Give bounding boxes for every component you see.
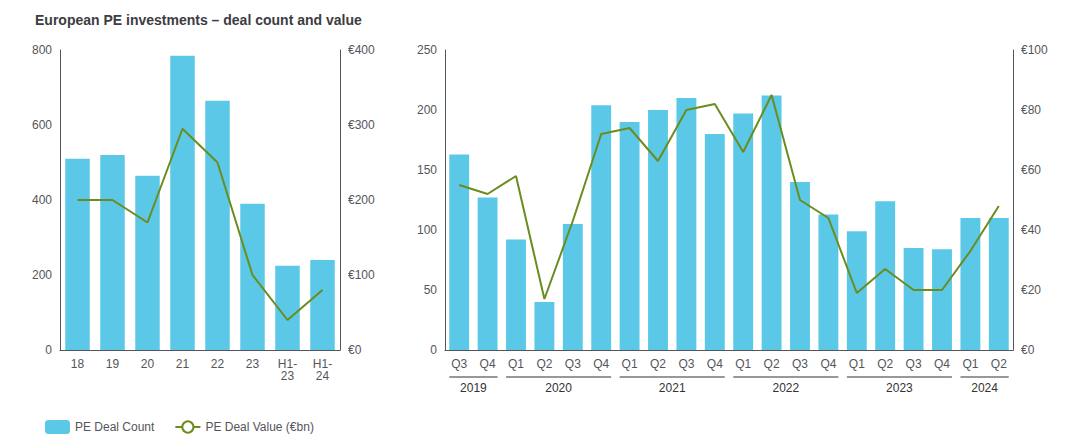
- svg-text:2020: 2020: [545, 381, 572, 395]
- svg-text:21: 21: [176, 357, 190, 371]
- svg-text:€0: €0: [348, 343, 362, 357]
- svg-text:H1-: H1-: [277, 357, 298, 371]
- svg-text:150: 150: [417, 163, 437, 177]
- svg-text:250: 250: [417, 43, 437, 57]
- svg-text:Q4: Q4: [480, 357, 496, 371]
- svg-text:Q4: Q4: [593, 357, 609, 371]
- svg-text:2022: 2022: [772, 381, 799, 395]
- svg-text:€300: €300: [348, 118, 375, 132]
- svg-text:Q3: Q3: [451, 357, 467, 371]
- svg-text:European PE investments – deal: European PE investments – deal count and…: [35, 12, 362, 28]
- svg-text:100: 100: [417, 223, 437, 237]
- svg-text:600: 600: [32, 118, 52, 132]
- svg-text:20: 20: [141, 357, 155, 371]
- svg-text:400: 400: [32, 193, 52, 207]
- svg-text:Q2: Q2: [650, 357, 666, 371]
- svg-text:2024: 2024: [971, 381, 998, 395]
- svg-text:2023: 2023: [886, 381, 913, 395]
- svg-text:2021: 2021: [659, 381, 686, 395]
- svg-text:€20: €20: [1021, 283, 1041, 297]
- svg-text:Q3: Q3: [565, 357, 581, 371]
- svg-text:Q1: Q1: [622, 357, 638, 371]
- svg-text:18: 18: [71, 357, 85, 371]
- svg-text:€80: €80: [1021, 103, 1041, 117]
- svg-text:Q2: Q2: [991, 357, 1007, 371]
- svg-text:50: 50: [424, 283, 438, 297]
- svg-text:200: 200: [417, 103, 437, 117]
- svg-text:Q2: Q2: [536, 357, 552, 371]
- svg-text:2019: 2019: [460, 381, 487, 395]
- svg-text:€100: €100: [1021, 43, 1048, 57]
- svg-text:Q4: Q4: [707, 357, 723, 371]
- svg-text:0: 0: [430, 343, 437, 357]
- svg-text:24: 24: [316, 369, 330, 383]
- svg-text:Q1: Q1: [508, 357, 524, 371]
- svg-text:H1-: H1-: [312, 357, 333, 371]
- svg-text:€60: €60: [1021, 163, 1041, 177]
- svg-text:€200: €200: [348, 193, 375, 207]
- svg-text:Q3: Q3: [906, 357, 922, 371]
- svg-text:22: 22: [211, 357, 225, 371]
- svg-text:€40: €40: [1021, 223, 1041, 237]
- svg-text:0: 0: [45, 343, 52, 357]
- svg-text:€0: €0: [1021, 343, 1035, 357]
- svg-text:PE Deal Value (€bn): PE Deal Value (€bn): [205, 420, 314, 434]
- svg-text:19: 19: [106, 357, 120, 371]
- svg-text:Q2: Q2: [764, 357, 780, 371]
- svg-text:800: 800: [32, 43, 52, 57]
- svg-text:Q2: Q2: [877, 357, 893, 371]
- svg-text:Q4: Q4: [934, 357, 950, 371]
- svg-text:Q4: Q4: [820, 357, 836, 371]
- svg-text:Q3: Q3: [792, 357, 808, 371]
- svg-text:Q1: Q1: [962, 357, 978, 371]
- svg-text:23: 23: [281, 369, 295, 383]
- svg-text:PE Deal Count: PE Deal Count: [75, 420, 155, 434]
- svg-text:€100: €100: [348, 268, 375, 282]
- svg-text:€400: €400: [348, 43, 375, 57]
- svg-text:23: 23: [246, 357, 260, 371]
- svg-text:Q1: Q1: [735, 357, 751, 371]
- svg-text:Q1: Q1: [849, 357, 865, 371]
- svg-text:200: 200: [32, 268, 52, 282]
- svg-text:Q3: Q3: [678, 357, 694, 371]
